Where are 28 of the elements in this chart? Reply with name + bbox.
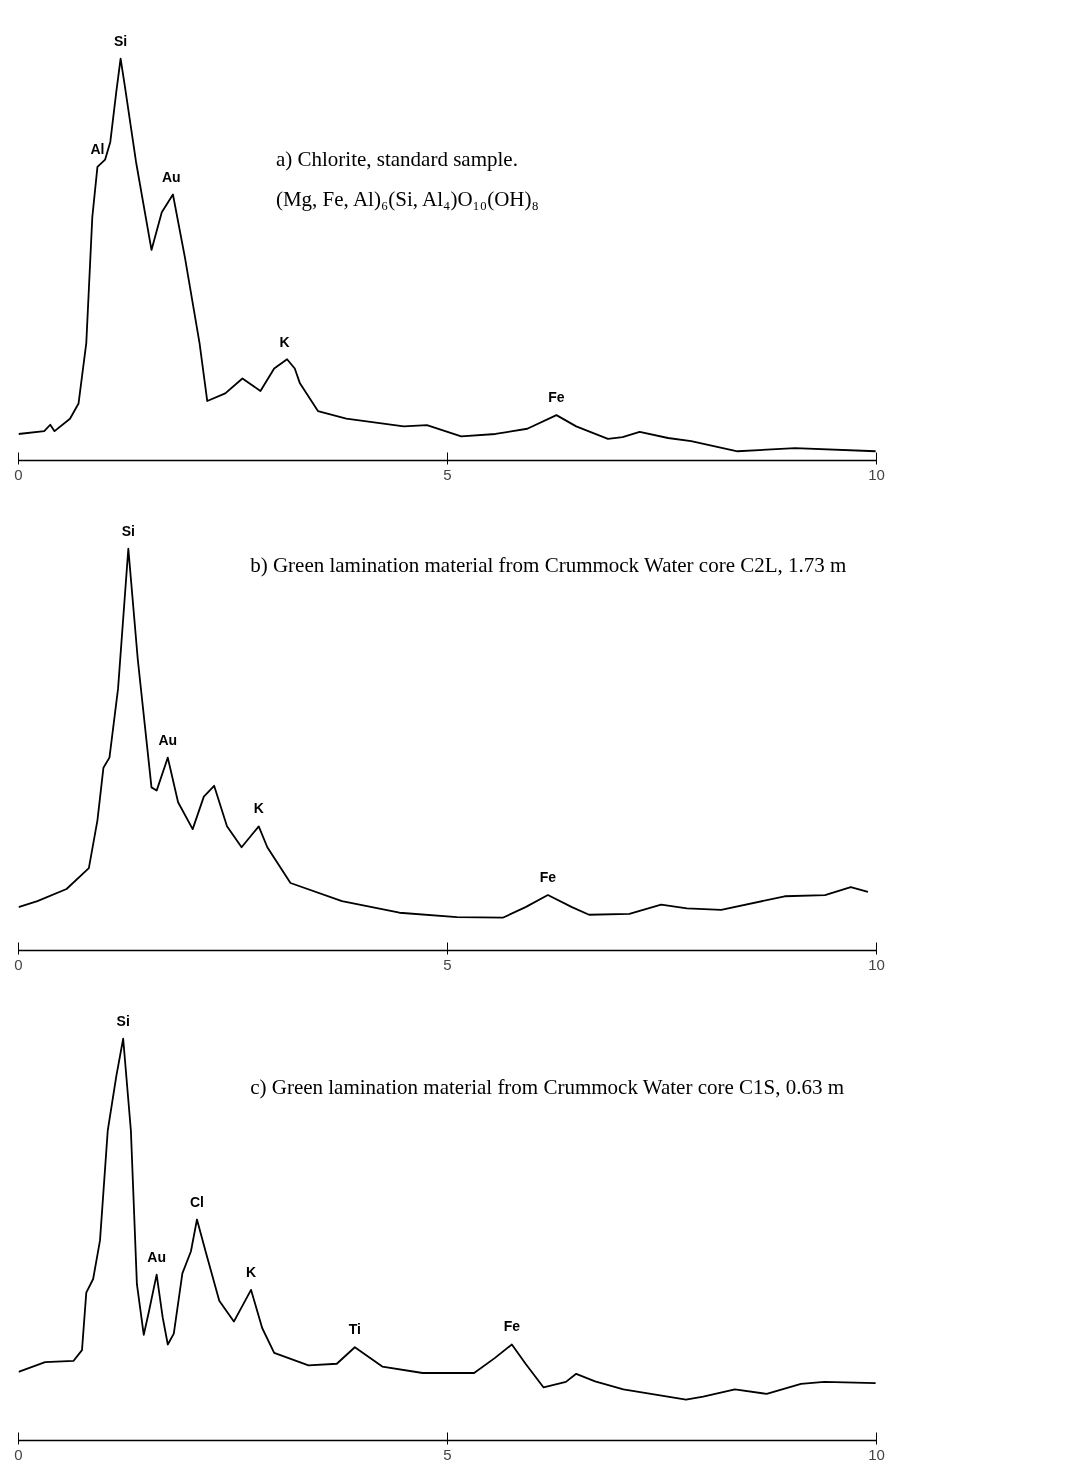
- text: c) Green lamination material from Crummock Water core C1S, 0.63 m: [250, 1074, 845, 1099]
- x-tick-label: 5: [443, 465, 452, 483]
- annotation: Cl: [189, 1193, 204, 1210]
- chart-title: b) Green lamination material from Crummock Water core C2L, 1.73 m: [250, 552, 847, 577]
- x-tick-label: 0: [14, 465, 23, 483]
- x-tick-label: 10: [868, 1445, 885, 1463]
- x-tick-label: 10: [868, 955, 885, 973]
- annotation: K: [253, 800, 264, 817]
- annotation: Si: [113, 32, 128, 49]
- annotation: K: [245, 1263, 257, 1280]
- annotation: Al: [90, 140, 105, 157]
- annotation: Si: [116, 1012, 130, 1029]
- x-tick-label: 5: [443, 1445, 452, 1463]
- x-tick-label: 0: [14, 955, 23, 973]
- annotation: (Mg, Fe, Al)₆(Si, Al₄)O₁₀(OH)₈: [275, 187, 539, 212]
- annotation: Fe: [503, 1318, 521, 1335]
- annotation: Si: [121, 522, 135, 539]
- x-tick-label: 10: [868, 465, 885, 483]
- x-tick-label: 5: [443, 955, 452, 973]
- x-tick-label: 0: [14, 1445, 23, 1463]
- annotation: Au: [161, 169, 181, 186]
- annotation: Au: [158, 731, 178, 748]
- annotation: Ti: [348, 1321, 361, 1338]
- annotation: Fe: [539, 869, 557, 886]
- text: a) Chlorite, standard sample.: [275, 147, 518, 172]
- annotation: Fe: [548, 389, 565, 406]
- annotation: Au: [147, 1248, 166, 1265]
- annotation: K: [279, 334, 290, 351]
